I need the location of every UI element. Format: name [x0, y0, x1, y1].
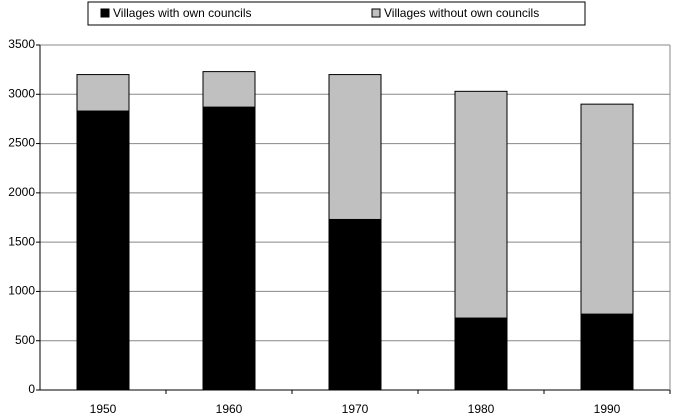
x-tick-label: 1990 [594, 402, 621, 416]
y-tick-label: 2000 [8, 185, 35, 199]
y-tick-label: 2500 [8, 136, 35, 150]
y-tick-label: 3500 [8, 37, 35, 51]
bar-segment [328, 218, 382, 391]
y-tick-label: 500 [15, 333, 35, 347]
y-tick-label: 0 [28, 382, 35, 396]
x-tick-label: 1980 [468, 402, 495, 416]
y-tick-label: 3000 [8, 86, 35, 100]
bar-segment [76, 110, 130, 391]
x-tick-label: 1970 [342, 402, 369, 416]
bar-segment [454, 90, 508, 319]
legend-label: Villages without own councils [384, 6, 539, 20]
legend-box [87, 1, 586, 26]
bar-segment [580, 313, 634, 391]
legend-swatch [100, 8, 110, 18]
y-tick-label: 1000 [8, 284, 35, 298]
x-tick-label: 1960 [216, 402, 243, 416]
legend-swatch [371, 8, 381, 18]
bar-segment [328, 74, 382, 220]
legend-label: Villages with own councils [113, 6, 252, 20]
bar-segment [202, 106, 256, 391]
x-tick-label: 1950 [90, 402, 117, 416]
bar-segment [454, 317, 508, 391]
y-tick-label: 1500 [8, 234, 35, 248]
bar-segment [76, 74, 130, 112]
bar-segment [202, 71, 256, 108]
bar-segment [580, 103, 634, 315]
